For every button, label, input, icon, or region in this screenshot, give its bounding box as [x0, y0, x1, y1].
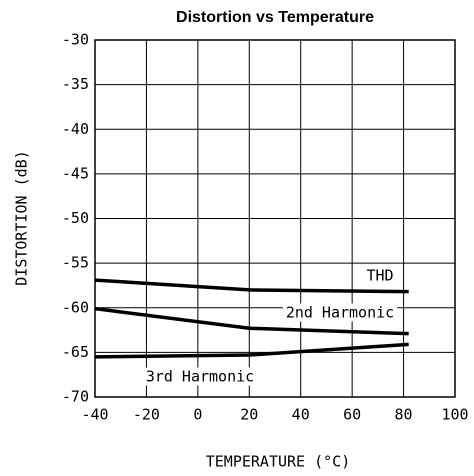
x-tick-label: 100 [441, 406, 468, 424]
series-line [94, 342, 409, 359]
x-tick-label: 40 [292, 406, 310, 424]
x-tick-label: 20 [240, 406, 258, 424]
series-line [94, 278, 409, 294]
series-label-bg [282, 303, 398, 322]
series-label-bg [142, 367, 258, 386]
y-tick-label: -35 [62, 75, 89, 93]
x-tick-label: -20 [133, 406, 160, 424]
y-tick-label: -45 [62, 164, 89, 182]
y-tick-label: -50 [62, 209, 89, 227]
y-tick-label: -60 [62, 298, 89, 316]
x-tick-label: 60 [343, 406, 361, 424]
y-tick-label: -30 [62, 31, 89, 49]
series-label: 3rd Harmonic [146, 368, 254, 386]
x-tick-label: -40 [81, 406, 108, 424]
y-tick-label: -70 [62, 388, 89, 406]
y-tick-label: -65 [62, 343, 89, 361]
x-axis-label: TEMPERATURE (°C) [206, 453, 351, 471]
series-line [94, 306, 409, 336]
y-tick-label: -55 [62, 254, 89, 272]
x-tick-label: 0 [193, 406, 202, 424]
y-tick-label: -40 [62, 120, 89, 138]
x-tick-label: 80 [395, 406, 413, 424]
y-axis-label: DISTORTION (dB) [13, 150, 31, 285]
series-label-bg [363, 266, 397, 285]
chart-title: Distortion vs Temperature [176, 9, 374, 26]
series-label: THD [366, 267, 393, 285]
plot-frame [94, 39, 456, 398]
series-label: 2nd Harmonic [286, 304, 394, 322]
